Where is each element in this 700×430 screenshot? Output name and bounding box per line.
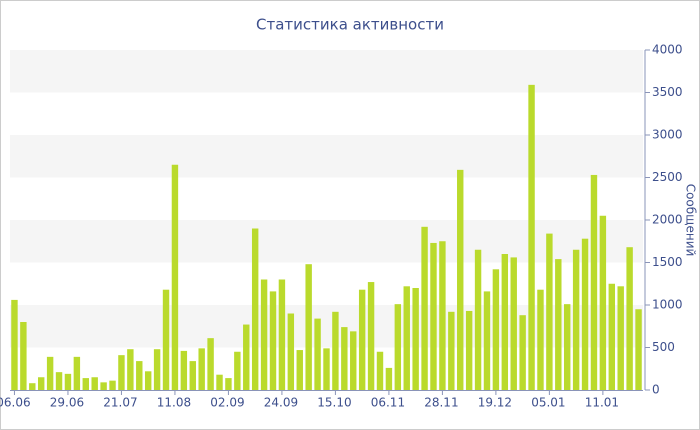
bar <box>296 350 303 390</box>
bar <box>367 282 375 390</box>
bar <box>341 327 348 390</box>
bar <box>421 226 428 390</box>
bar <box>91 377 98 390</box>
y-tick-label: 3000 <box>652 128 683 142</box>
x-tick-label: 11.08 <box>157 396 191 410</box>
x-tick-label: 29.06 <box>50 396 84 410</box>
y-tick-label: 500 <box>652 340 675 354</box>
bar <box>599 215 607 390</box>
bar <box>314 318 321 390</box>
y-tick-label: 4000 <box>652 43 683 57</box>
bar <box>269 291 277 390</box>
bar <box>46 356 54 390</box>
bar <box>474 249 482 390</box>
y-tick-label: 2500 <box>652 170 683 184</box>
bar <box>20 322 27 390</box>
bar <box>287 313 295 390</box>
bar <box>64 373 72 390</box>
y-tick-label: 2000 <box>652 213 683 227</box>
bar <box>501 254 509 390</box>
x-tick-label: 19.12 <box>478 396 512 410</box>
bar <box>144 371 152 390</box>
bar <box>332 311 339 390</box>
y-axis-label: Сообщений <box>684 184 698 257</box>
bar <box>37 377 45 390</box>
bar <box>608 283 616 390</box>
bar <box>136 361 143 390</box>
y-tick-label: 0 <box>652 383 660 397</box>
bar <box>189 361 196 390</box>
bar <box>439 241 446 390</box>
bar <box>82 378 89 390</box>
x-tick-label: 02.09 <box>210 396 244 410</box>
bar <box>207 338 214 390</box>
bar <box>171 164 179 390</box>
x-tick-label: 06.06 <box>0 396 31 410</box>
bar <box>100 382 107 390</box>
bar <box>590 174 598 390</box>
bar <box>555 259 562 390</box>
bar <box>225 378 232 390</box>
bar <box>492 269 500 390</box>
bar <box>572 249 580 390</box>
x-tick-label: 06.11 <box>371 396 405 410</box>
x-tick-label: 28.11 <box>424 396 458 410</box>
bar <box>198 348 205 390</box>
bar <box>457 169 464 390</box>
bar <box>430 242 437 390</box>
bar <box>55 372 63 390</box>
bar <box>109 380 116 390</box>
bar <box>350 331 357 390</box>
bar <box>581 238 589 390</box>
bar <box>278 279 286 390</box>
grid-band <box>10 50 643 93</box>
bar <box>635 309 642 390</box>
y-tick-label: 1000 <box>652 298 683 312</box>
bar <box>519 315 526 390</box>
bar <box>465 310 473 390</box>
bar <box>546 233 553 390</box>
bar <box>305 264 312 390</box>
bar <box>510 257 517 390</box>
chart-title: Статистика активности <box>256 16 444 34</box>
bar <box>73 356 81 390</box>
bar <box>251 228 259 390</box>
bar <box>537 289 544 390</box>
bar <box>234 351 241 390</box>
bar <box>323 348 330 390</box>
bar <box>376 351 384 390</box>
bar <box>448 311 455 390</box>
bar <box>29 383 36 390</box>
bar <box>118 355 125 390</box>
x-tick-label: 15.10 <box>317 396 351 410</box>
bar <box>11 299 18 390</box>
bar <box>483 291 491 390</box>
x-tick-label: 21.07 <box>103 396 137 410</box>
bar <box>412 288 419 390</box>
grid-band <box>10 135 643 178</box>
grid-band <box>10 220 643 263</box>
bar <box>162 289 170 390</box>
bar <box>394 304 402 390</box>
bar <box>180 350 188 390</box>
bar <box>127 349 134 390</box>
bar <box>403 286 410 390</box>
x-tick-label: 05.01 <box>531 396 565 410</box>
bar <box>626 247 633 390</box>
bar <box>153 349 161 390</box>
bar <box>216 374 223 390</box>
x-tick-label: 11.01 <box>585 396 619 410</box>
bar <box>617 286 624 390</box>
y-tick-label: 3500 <box>652 85 683 99</box>
bar <box>564 304 571 390</box>
y-tick-label: 1500 <box>652 255 683 269</box>
bar <box>243 324 250 390</box>
bar <box>358 289 366 390</box>
bar <box>260 279 268 390</box>
bar <box>528 84 535 390</box>
x-tick-label: 24.09 <box>264 396 298 410</box>
bar <box>385 367 393 390</box>
